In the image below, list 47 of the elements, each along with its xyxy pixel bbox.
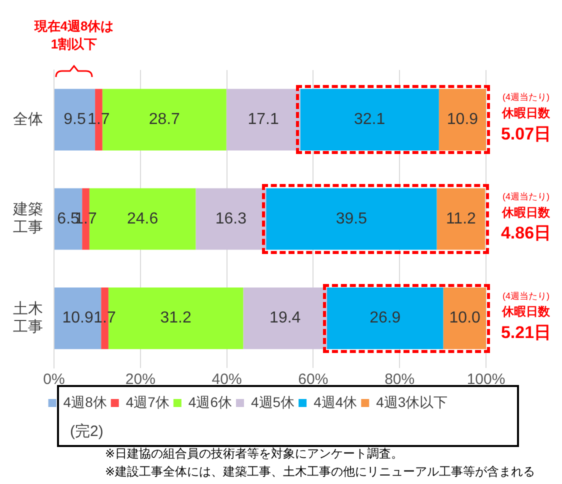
x-tick-label: 100%: [466, 371, 506, 388]
data-label: 39.5: [336, 210, 368, 228]
y-tick-label: 全体: [13, 110, 43, 128]
legend-label: 4週7休: [126, 394, 170, 410]
data-label: 26.9: [370, 310, 401, 327]
text: (4週当たり) 休暇日数 5.21日: [500, 290, 552, 342]
legend-label: 4週6休: [188, 394, 232, 410]
text: (4週当たり) 休暇日数 4.86日: [500, 191, 552, 243]
data-label: 32.1: [354, 111, 386, 128]
text: 現在4週8休は 1割以下: [33, 18, 114, 52]
data-label: 9.5: [64, 111, 86, 128]
data-label: 19.4: [270, 310, 301, 327]
data-label: 10.9: [62, 310, 94, 327]
bar: [196, 188, 266, 250]
x-tick-label: 0%: [43, 371, 65, 388]
data-label: 28.7: [148, 111, 180, 128]
data-label: 10.0: [449, 310, 481, 327]
data-label: 1.7: [88, 111, 110, 128]
bar: [436, 188, 486, 250]
bar: [226, 88, 300, 150]
legend-label: 4週8休: [63, 394, 107, 410]
data-label: 17.1: [248, 111, 279, 128]
legend-label: 4週3休以下: [376, 394, 448, 410]
data-label: 1.7: [94, 310, 116, 327]
data-label: 10.9: [446, 111, 478, 128]
y-tick-label: 土木工事: [13, 300, 43, 336]
x-tick-label: 80%: [384, 371, 415, 388]
x-tick-label: 40%: [212, 371, 242, 388]
bar: [443, 288, 486, 350]
x-tick-label: 60%: [298, 371, 328, 388]
text: (完2): [70, 423, 104, 440]
legend-label: 4週4休: [314, 394, 358, 410]
text: ※建設工事全体には、建築工事、土木工事の他にリニューアル工事等が含まれる: [105, 464, 536, 478]
data-label: 16.3: [215, 210, 247, 228]
x-tick-label: 20%: [125, 371, 156, 388]
data-label: 11.2: [446, 210, 476, 228]
bar: [266, 188, 437, 250]
y-tick-label: 建築工事: [12, 201, 43, 236]
bar: [327, 288, 444, 350]
bar: [300, 88, 439, 150]
bar: [438, 88, 486, 150]
text: ※日建協の組合員の技術者等を対象にアンケート調査。: [105, 446, 404, 460]
data-label: 24.6: [126, 210, 158, 228]
bar: [243, 288, 328, 350]
legend-label: 4週5休: [251, 394, 295, 410]
text: (4週当たり) 休暇日数 5.07日: [500, 92, 552, 144]
data-label: 31.2: [160, 310, 192, 327]
